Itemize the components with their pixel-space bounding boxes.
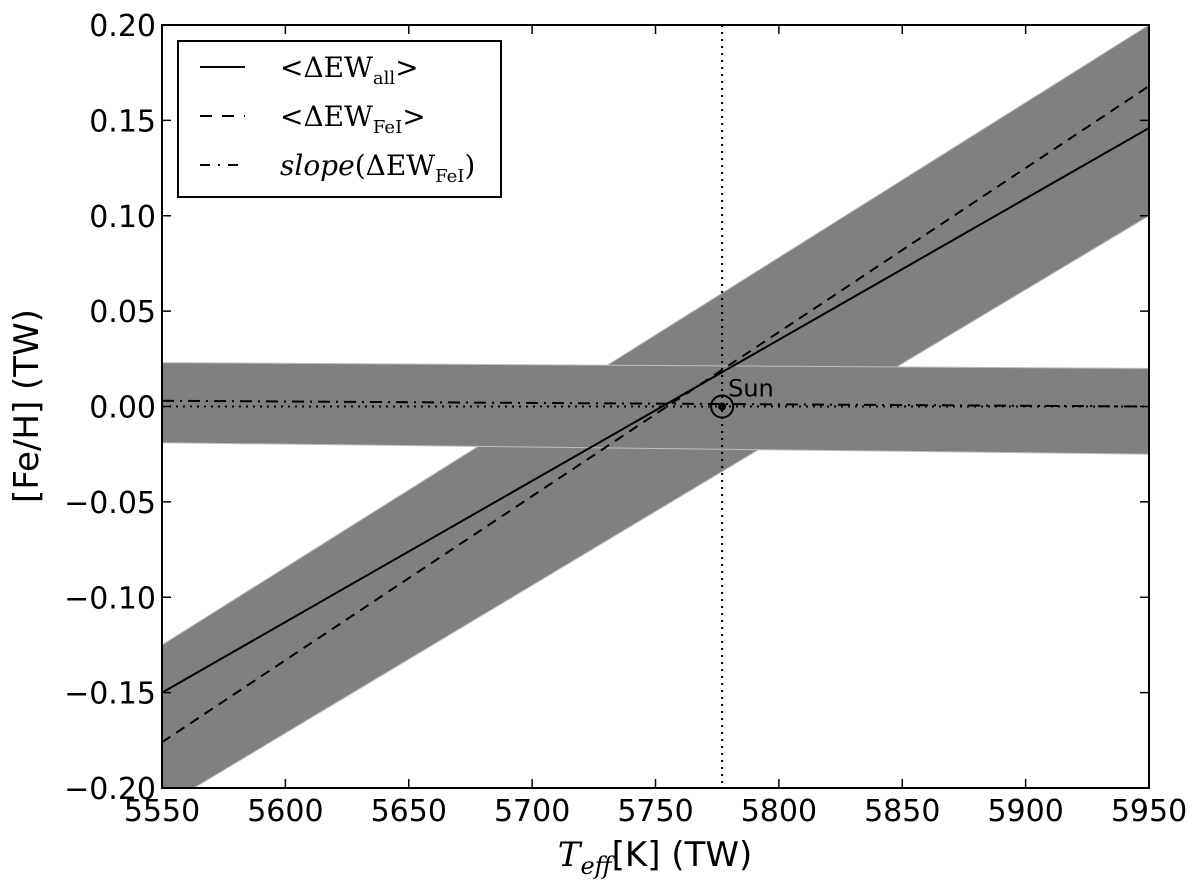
y-axis-label: [Fe/H] (TW)	[7, 309, 47, 503]
uncertainty-bands	[162, 25, 1149, 788]
x-tick-label: 5800	[741, 794, 817, 829]
x-tick-label: 5600	[247, 794, 323, 829]
y-tick-label: −0.15	[64, 677, 156, 712]
series-line-dashdot	[162, 399, 1149, 408]
axis-ticks: 5550 5600 5650 5700 5750 5800 5850 5900 5950 −0.2…	[64, 9, 1187, 829]
x-tick-label: 5850	[864, 794, 940, 829]
sun-marker: Sun	[710, 375, 774, 419]
x-tick-label: 5550	[124, 794, 200, 829]
sun-symbol-ring	[710, 394, 735, 419]
sun-symbol-dot	[718, 402, 727, 411]
series-line-dashed	[162, 85, 1149, 744]
y-tick-label: 0.10	[89, 200, 156, 235]
legend-label: <ΔEWall>	[280, 51, 419, 89]
y-tick-label: −0.20	[64, 772, 156, 807]
x-tick-label: 5650	[371, 794, 447, 829]
y-tick-label: 0.00	[89, 391, 156, 426]
reference-lines	[162, 25, 1149, 788]
x-axis-subscript: eff	[580, 852, 615, 880]
band-flat	[162, 362, 1149, 455]
x-axis-label: Teff[K] (TW)	[558, 835, 752, 880]
y-tick-label: 0.15	[89, 104, 156, 139]
legend: <ΔEWall> <ΔEWFeI> slope(ΔEWFeI)	[177, 40, 502, 198]
x-tick-label: 5950	[1111, 794, 1187, 829]
x-axis-symbol: T	[558, 835, 583, 875]
x-tick-label: 5750	[617, 794, 693, 829]
x-tick-label: 5700	[494, 794, 570, 829]
legend-label: slope(ΔEWFeI)	[280, 149, 475, 187]
y-tick-label: 0.20	[89, 9, 156, 44]
x-tick-label: 5900	[987, 794, 1063, 829]
legend-label: <ΔEWFeI>	[280, 100, 426, 138]
series-line-solid	[162, 127, 1149, 694]
sun-label: Sun	[728, 375, 774, 403]
y-tick-label: −0.10	[64, 581, 156, 616]
series-lines	[162, 85, 1149, 744]
x-axis-rest: [K] (TW)	[612, 835, 753, 875]
y-tick-label: −0.05	[64, 486, 156, 521]
y-tick-label: 0.05	[89, 295, 156, 330]
